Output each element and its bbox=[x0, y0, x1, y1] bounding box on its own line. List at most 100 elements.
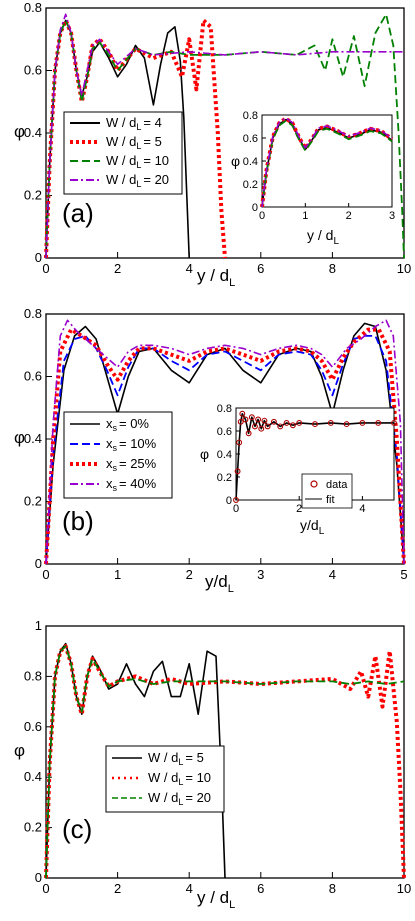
panel-a-ytick-label-4: 0.8 bbox=[24, 0, 42, 15]
inset-b-legend-data-label: data bbox=[326, 479, 348, 491]
legend-c-2-pre: W / d bbox=[148, 770, 178, 785]
panel-b-ytick-label-2: 0.4 bbox=[24, 431, 42, 446]
legend-c-1-sub: L bbox=[178, 757, 183, 767]
panel-b-xtick-label-5: 5 bbox=[400, 567, 407, 582]
legend-a-1-val: = 4 bbox=[143, 115, 161, 130]
legend-a-box bbox=[63, 111, 183, 195]
inset-b-data-point bbox=[242, 416, 249, 423]
inset-a-xtick-label-3: 3 bbox=[389, 210, 395, 222]
inset-b-data-point bbox=[248, 414, 255, 421]
panel-c-ytick-label-1: 0.2 bbox=[24, 820, 42, 835]
panel-c-ytick-label-4: 0.8 bbox=[24, 668, 42, 683]
inset-b-legend-data-marker bbox=[310, 480, 318, 488]
inset-b-data-point bbox=[236, 439, 243, 446]
xlabel-c: y / dL bbox=[197, 888, 235, 911]
inset-b-data-point bbox=[296, 420, 303, 426]
inset-a-xlabel: y / dL bbox=[307, 227, 339, 247]
xlabel-c-sub: L bbox=[229, 899, 235, 911]
panel-a-xtick-label-3: 6 bbox=[257, 261, 264, 276]
inset-a-series-3 bbox=[261, 119, 393, 208]
legend-b-label-2: xs = 10% bbox=[106, 436, 157, 453]
legend-c-2-val: = 10 bbox=[185, 770, 211, 785]
inset-b-data-point bbox=[312, 421, 318, 428]
inset-b-data-point bbox=[391, 420, 397, 426]
panel-c-xtick-label-2: 4 bbox=[186, 881, 193, 896]
legend-c-label-1: W / dL = 5 bbox=[148, 750, 204, 767]
xlabel-b-sub: L bbox=[228, 583, 234, 595]
panel-a-ytick-label-2: 0.4 bbox=[24, 125, 42, 140]
inset-b-data-point bbox=[277, 423, 284, 430]
legend-b-3-pre: x bbox=[106, 456, 113, 471]
inset-b: 0 2 4 0 0.2 0.4 0.6 0.8 φ y/dL data fit bbox=[200, 403, 397, 537]
panel-b-ytick-label-0: 0 bbox=[35, 556, 42, 571]
legend-c-3-val: = 20 bbox=[185, 790, 211, 805]
panel-b-ytick-label-4: 0.8 bbox=[24, 306, 42, 321]
inset-b-xlabel-sub: L bbox=[319, 526, 325, 537]
panel-c-xtick-label-0: 0 bbox=[42, 881, 49, 896]
inset-b-legend-box bbox=[301, 473, 353, 509]
xlabel-a: y / dL bbox=[197, 266, 235, 289]
legend-b-1-val: = 0% bbox=[119, 416, 149, 431]
lines-c bbox=[44, 642, 406, 879]
panel-b-xtick-label-0: 0 bbox=[42, 567, 49, 582]
legend-a-3-val: = 10 bbox=[143, 153, 169, 168]
panel-a-ytick-label-1: 0.2 bbox=[24, 188, 42, 203]
inset-b-data-point bbox=[264, 423, 271, 430]
legend-c-label-3: W / dL = 20 bbox=[148, 790, 211, 807]
legend-a: W / dL = 4 W / dL = 5 W / dL = 10 W / dL = 2… bbox=[63, 111, 183, 195]
legend-b-3-sub: s bbox=[113, 463, 118, 473]
legend-c-1-val: = 5 bbox=[185, 750, 203, 765]
inset-a-ticks: 0 1 2 3 0 0.2 0.4 0.6 0.8 bbox=[243, 110, 395, 222]
inset-a-xtick-label-2: 2 bbox=[346, 210, 352, 222]
inset-a: 0 1 2 3 0 0.2 0.4 0.6 0.8 φ y / dL bbox=[231, 110, 395, 247]
inset-a-ylabel: φ bbox=[231, 153, 240, 169]
inset-a-ytick-label-4: 0.8 bbox=[243, 110, 258, 122]
inset-b-data-point bbox=[375, 420, 382, 426]
inset-b-data-point bbox=[270, 418, 277, 425]
inset-b-data-point bbox=[261, 417, 268, 424]
inset-b-data-point bbox=[239, 410, 246, 417]
xlabel-b-main: y/d bbox=[205, 572, 228, 591]
legend-c-3-sub: L bbox=[178, 797, 183, 807]
legend-b-label-3: xs = 25% bbox=[106, 456, 157, 473]
inset-b-data-point bbox=[255, 416, 262, 423]
legend-c: W / dL = 5 W / dL = 10 W / dL = 20 bbox=[105, 745, 225, 813]
legend-b-2-pre: x bbox=[106, 436, 113, 451]
panel-c-ytick-label-0: 0 bbox=[35, 870, 42, 885]
legend-a-2-sub: L bbox=[136, 141, 141, 151]
legend-a-4-val: = 20 bbox=[143, 172, 169, 187]
series-c-3 bbox=[45, 645, 405, 879]
inset-b-xlabel: y/dL bbox=[300, 517, 325, 537]
series-a-4 bbox=[45, 13, 404, 259]
inset-b-xtick-label-2: 4 bbox=[359, 503, 365, 515]
legend-a-2-pre: W / d bbox=[106, 134, 136, 149]
inset-a-ytick-label-2: 0.4 bbox=[243, 156, 258, 168]
xlabel-a-sub: L bbox=[229, 277, 235, 289]
inset-a-ytick-label-1: 0.2 bbox=[243, 179, 258, 191]
panel-b-xtick-label-1: 1 bbox=[114, 567, 121, 582]
legend-a-3-sub: L bbox=[136, 160, 141, 170]
xlabel-c-main: y / d bbox=[197, 888, 229, 907]
inset-b-data-point bbox=[289, 422, 296, 429]
series-b-4 bbox=[45, 319, 405, 565]
inset-b-ytick-label-3: 0.6 bbox=[217, 426, 232, 438]
inset-b-ytick-label-2: 0.4 bbox=[217, 449, 232, 461]
xlabel-b: y/dL bbox=[205, 572, 234, 595]
panel-a-ytick-label-3: 0.6 bbox=[24, 63, 42, 78]
ylabel-a: φ bbox=[14, 122, 25, 141]
panel-c-ytick-label-3: 0.6 bbox=[24, 719, 42, 734]
panel-a-xtick-label-0: 0 bbox=[42, 261, 49, 276]
lines-b bbox=[44, 319, 406, 565]
panel-a-xtick-label-4: 8 bbox=[329, 261, 336, 276]
legend-b-3-val: = 25% bbox=[119, 456, 157, 471]
inset-b-ylabel: φ bbox=[200, 446, 209, 462]
ticks-b: 0 1 2 3 4 5 0 0.2 0.4 0.6 0.8 bbox=[24, 306, 408, 582]
legend-b-1-pre: x bbox=[106, 416, 113, 431]
lines-a bbox=[44, 13, 405, 259]
inset-b-xtick-label-0: 0 bbox=[233, 503, 239, 515]
inset-b-data-point bbox=[234, 468, 241, 475]
ticks-c: 0 2 4 6 8 10 0 0.2 0.4 0.6 0.8 1 bbox=[24, 618, 411, 896]
legend-c-1-pre: W / d bbox=[148, 750, 178, 765]
